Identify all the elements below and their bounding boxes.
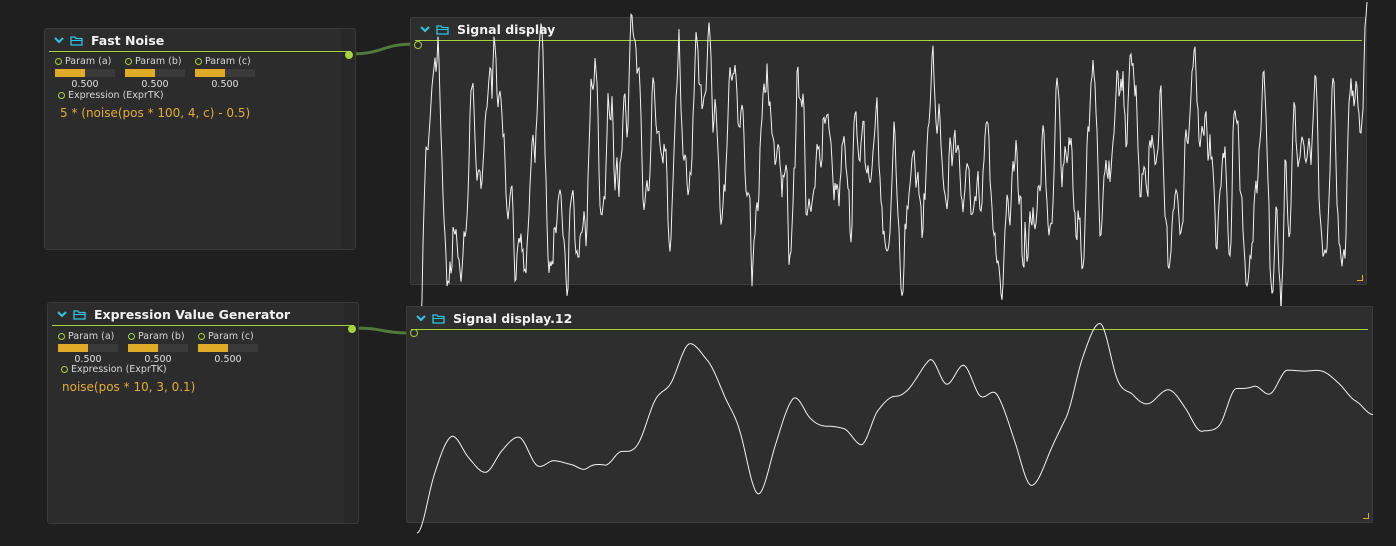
param-c-port[interactable]	[198, 332, 205, 340]
output-port[interactable]	[348, 325, 356, 333]
resize-handle[interactable]	[1357, 275, 1363, 281]
signal-display-node[interactable]: Signal display	[410, 1, 1368, 320]
node-title: Expression Value Generator	[94, 306, 291, 322]
param-a: Param (a) 0.500	[58, 330, 120, 365]
display-title: Signal display.12	[453, 310, 573, 326]
param-c-label: Param (c)	[208, 330, 254, 342]
resize-handle[interactable]	[1363, 513, 1369, 519]
param-a-slider[interactable]	[58, 344, 118, 352]
signal-trace	[416, 322, 1374, 534]
input-port[interactable]	[410, 329, 418, 337]
node-title: Fast Noise	[91, 32, 165, 48]
wire-fast-noise-to-signal-display	[349, 42, 417, 56]
signal-display-12-node[interactable]: Signal display.12	[406, 306, 1374, 534]
fast-noise-node[interactable]: Fast Noise Param (a) 0.500 Param (b) 0.5…	[44, 28, 356, 250]
node-body	[48, 303, 344, 523]
expression-label-text: Expression (ExprTK)	[71, 364, 167, 375]
param-c-slider-fill	[198, 344, 228, 352]
node-body	[45, 29, 341, 249]
expression-field[interactable]: 5 * (noise(pos * 100, 4, c) - 0.5)	[60, 106, 251, 120]
folder-icon[interactable]	[432, 313, 445, 324]
expression-value-generator-node[interactable]: Expression Value Generator Param (a) 0.5…	[47, 302, 359, 524]
chevron-down-icon[interactable]	[56, 308, 68, 320]
node-header[interactable]: Fast Noise	[49, 29, 351, 52]
output-port[interactable]	[345, 51, 353, 59]
param-c-value: 0.500	[211, 79, 239, 90]
signal-plot	[416, 322, 1374, 534]
expression-label: Expression (ExprTK)	[58, 90, 164, 101]
param-a-slider-fill	[55, 69, 85, 77]
param-b-port[interactable]	[128, 332, 135, 340]
display-header[interactable]: Signal display	[415, 18, 1362, 41]
param-a-value: 0.500	[71, 79, 99, 90]
param-a-slider[interactable]	[55, 69, 115, 77]
param-a-port[interactable]	[55, 57, 62, 65]
expression-label: Expression (ExprTK)	[61, 364, 167, 375]
input-port[interactable]	[414, 41, 422, 49]
param-b-value: 0.500	[141, 79, 169, 90]
param-b-label: Param (b)	[138, 330, 185, 342]
folder-icon[interactable]	[70, 35, 83, 46]
param-c-slider[interactable]	[198, 344, 258, 352]
param-b-label: Param (b)	[135, 55, 182, 67]
param-b: Param (b) 0.500	[128, 330, 190, 365]
param-c: Param (c) 0.500	[195, 55, 257, 90]
display-header[interactable]: Signal display.12	[411, 307, 1368, 330]
chevron-down-icon[interactable]	[53, 34, 65, 46]
folder-icon[interactable]	[436, 24, 449, 35]
param-a-label: Param (a)	[65, 55, 112, 67]
param-c-value: 0.500	[214, 354, 242, 365]
param-c-label: Param (c)	[205, 55, 251, 67]
param-b-slider-fill	[125, 69, 155, 77]
param-c: Param (c) 0.500	[198, 330, 260, 365]
chevron-down-icon[interactable]	[415, 312, 427, 324]
expression-port[interactable]	[58, 92, 65, 99]
display-title: Signal display	[457, 21, 556, 37]
param-b-slider[interactable]	[125, 69, 185, 77]
expression-port[interactable]	[61, 366, 68, 373]
param-b: Param (b) 0.500	[125, 55, 187, 90]
param-a-value: 0.500	[74, 354, 102, 365]
param-a: Param (a) 0.500	[55, 55, 117, 90]
chevron-down-icon[interactable]	[419, 23, 431, 35]
wire-expression-to-signal-display-12	[352, 326, 413, 335]
node-header[interactable]: Expression Value Generator	[52, 303, 354, 326]
param-c-slider[interactable]	[195, 69, 255, 77]
param-c-port[interactable]	[195, 57, 202, 65]
expression-label-text: Expression (ExprTK)	[68, 90, 164, 101]
param-b-value: 0.500	[144, 354, 172, 365]
signal-plot	[420, 1, 1368, 320]
param-b-slider[interactable]	[128, 344, 188, 352]
param-a-label: Param (a)	[68, 330, 115, 342]
folder-icon[interactable]	[73, 309, 86, 320]
param-a-port[interactable]	[58, 332, 65, 340]
param-b-slider-fill	[128, 344, 158, 352]
signal-trace	[420, 1, 1368, 320]
expression-field[interactable]: noise(pos * 10, 3, 0.1)	[62, 380, 196, 394]
param-a-slider-fill	[58, 344, 88, 352]
param-c-slider-fill	[195, 69, 225, 77]
param-b-port[interactable]	[125, 57, 132, 65]
